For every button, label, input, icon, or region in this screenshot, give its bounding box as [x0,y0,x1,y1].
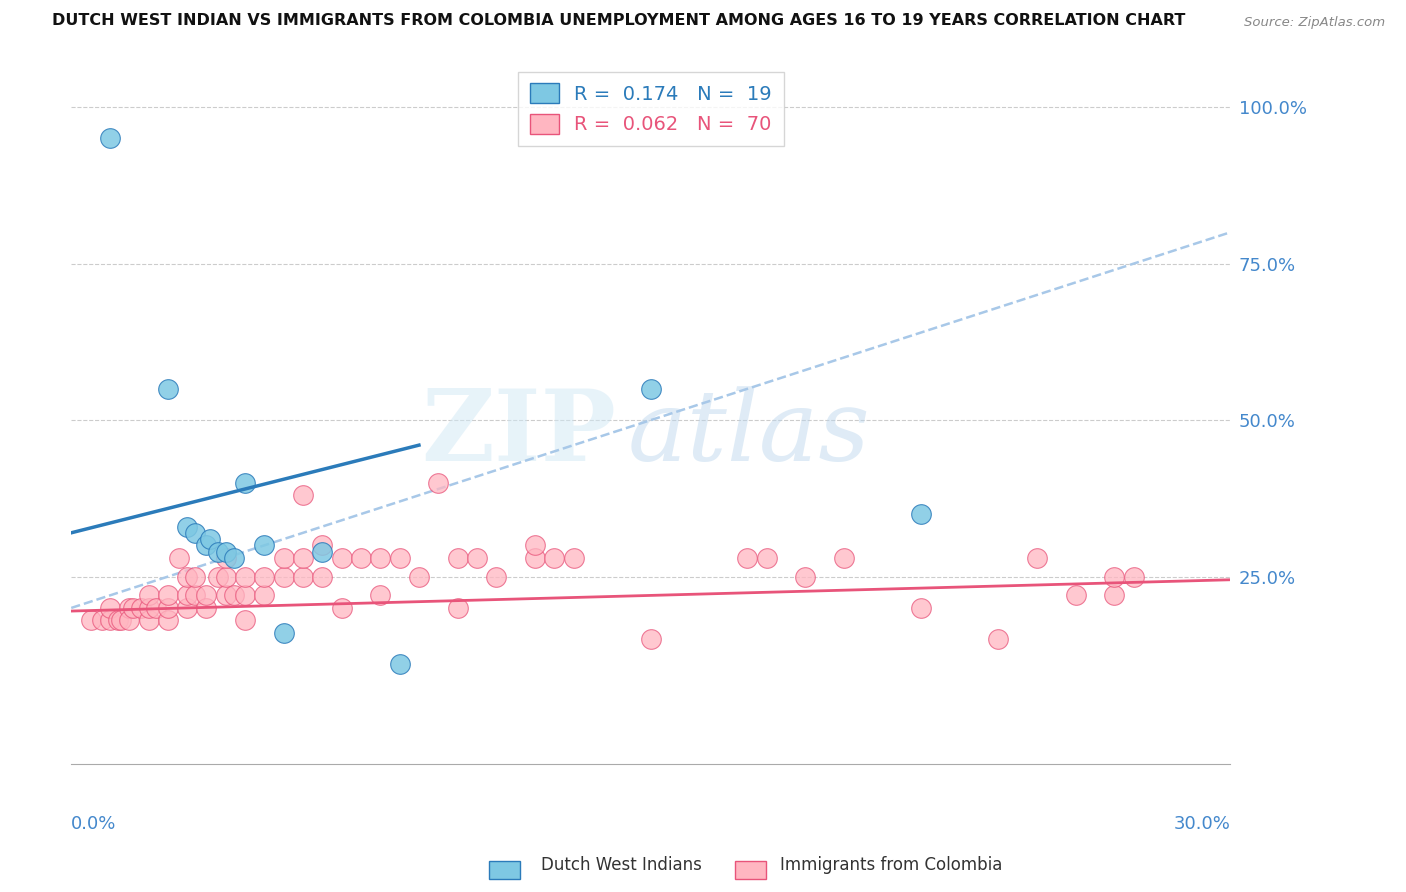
Text: Source: ZipAtlas.com: Source: ZipAtlas.com [1244,16,1385,29]
Point [184,588,207,602]
Point [755,550,778,565]
Point [311,569,333,583]
Point [465,550,488,565]
Point [523,550,546,565]
Point [195,538,218,552]
Point [292,569,315,583]
Point [138,601,160,615]
Point [156,601,179,615]
Point [195,601,218,615]
Point [1026,550,1049,565]
Point [370,550,392,565]
Point [129,601,152,615]
Point [176,588,198,602]
Point [562,550,585,565]
Point [222,550,245,565]
Point [156,382,179,396]
Point [737,550,759,565]
Point [233,588,256,602]
Point [156,614,179,628]
Point [118,614,141,628]
Point [485,569,508,583]
Point [370,588,392,602]
Point [543,550,565,565]
Text: atlas: atlas [627,386,870,482]
Point [233,569,256,583]
Text: DUTCH WEST INDIAN VS IMMIGRANTS FROM COLOMBIA UNEMPLOYMENT AMONG AGES 16 TO 19 Y: DUTCH WEST INDIAN VS IMMIGRANTS FROM COL… [52,13,1185,29]
Point [1064,588,1087,602]
Point [273,569,295,583]
Legend: R =  0.174   N =  19, R =  0.062   N =  70: R = 0.174 N = 19, R = 0.062 N = 70 [517,71,783,145]
Point [98,614,121,628]
Point [122,601,145,615]
Point [330,601,353,615]
Point [184,569,207,583]
Point [794,569,817,583]
Point [523,538,546,552]
Point [910,507,932,521]
Point [446,601,468,615]
Point [1122,569,1144,583]
Point [184,525,207,540]
Point [145,601,167,615]
Point [330,550,353,565]
Point [292,488,315,502]
Point [1104,588,1126,602]
Point [215,569,238,583]
Point [832,550,855,565]
Point [215,588,238,602]
Point [427,475,450,490]
Point [222,588,245,602]
Point [176,569,198,583]
Point [273,626,295,640]
Point [273,550,295,565]
Point [195,588,218,602]
Point [107,614,129,628]
Point [169,550,191,565]
Point [207,544,229,558]
Text: 0.0%: 0.0% [72,814,117,832]
Text: 30.0%: 30.0% [1174,814,1230,832]
Point [233,614,256,628]
Point [207,569,229,583]
Point [408,569,430,583]
Point [253,569,276,583]
Point [446,550,468,565]
Point [110,614,132,628]
Point [640,632,662,647]
Point [388,657,411,672]
Point [200,532,222,546]
Text: ZIP: ZIP [422,385,616,483]
Point [215,550,238,565]
Text: Immigrants from Colombia: Immigrants from Colombia [780,855,1002,873]
Point [350,550,373,565]
Point [987,632,1010,647]
Point [640,382,662,396]
Point [233,475,256,490]
Point [138,588,160,602]
Point [98,601,121,615]
Point [388,550,411,565]
Point [91,614,114,628]
Point [910,601,932,615]
Point [176,519,198,533]
Point [253,588,276,602]
Text: Dutch West Indians: Dutch West Indians [541,855,702,873]
Point [292,550,315,565]
Point [311,538,333,552]
Point [253,538,276,552]
Point [98,131,121,145]
Point [79,614,101,628]
Point [311,544,333,558]
Point [118,601,141,615]
Point [215,544,238,558]
Point [176,601,198,615]
Point [138,614,160,628]
Point [156,588,179,602]
Point [1104,569,1126,583]
